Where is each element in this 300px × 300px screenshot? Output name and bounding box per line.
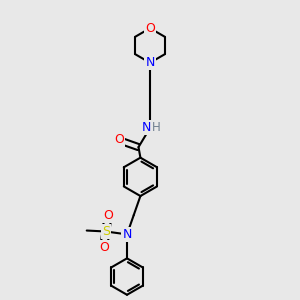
Text: H: H (152, 122, 161, 134)
Text: N: N (145, 56, 155, 69)
Text: O: O (103, 209, 113, 222)
Text: N: N (142, 122, 151, 134)
Text: S: S (102, 225, 110, 238)
Text: O: O (99, 241, 109, 254)
Text: N: N (122, 228, 132, 241)
Text: O: O (145, 22, 155, 35)
Text: O: O (114, 133, 124, 146)
